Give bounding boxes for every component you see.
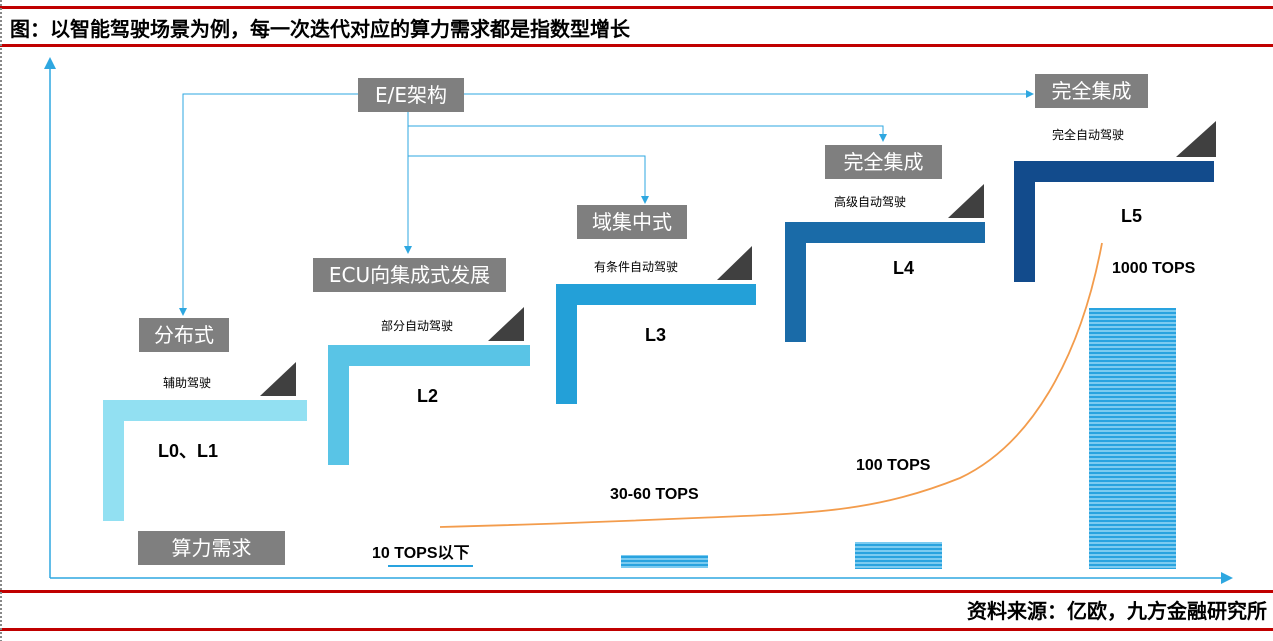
connector-full-integration-mid: [408, 125, 887, 142]
compute-growth-curve: [439, 242, 1103, 528]
bottom-rule-lower: [0, 628, 1273, 631]
step-triangle-icon: [260, 362, 296, 396]
level-label-l3: L3: [645, 325, 667, 345]
compute-value-100-tops: 100 TOPS: [856, 457, 931, 474]
level-desc-l3: 有条件自动驾驶: [594, 260, 679, 274]
step-shape: [785, 222, 985, 342]
step-l5: [1014, 121, 1216, 282]
source-note: 资料来源：亿欧，九方金融研究所: [967, 599, 1267, 623]
level-desc-l2: 部分自动驾驶: [381, 319, 454, 333]
step-triangle-icon: [488, 307, 524, 341]
step-l4: [785, 184, 985, 342]
top-rule-thin: [0, 6, 1273, 9]
compute-value-1000-tops: 1000 TOPS: [1112, 260, 1196, 277]
figure-title: 图：以智能驾驶场景为例，每一次迭代对应的算力需求都是指数型增长: [10, 17, 630, 41]
level-label-l4: L4: [893, 258, 915, 278]
stage-full-integration-box: 完全集成: [825, 145, 942, 179]
level-label-l2: L2: [417, 386, 439, 406]
connector-distributed: [179, 93, 358, 316]
step-l3: [556, 246, 756, 404]
ee-architecture-box: E/E架构: [358, 78, 464, 112]
stage-ecu-integration-box: ECU向集成式发展: [313, 258, 506, 292]
stage-distributed-box: 分布式: [139, 318, 229, 352]
step-shape: [103, 400, 307, 521]
compute-value-30-60-tops: 30-60 TOPS: [610, 486, 699, 503]
step-shape: [1014, 161, 1214, 282]
connector-domain: [408, 155, 649, 204]
level-label-l0-l1: L0、L1: [158, 441, 219, 461]
step-triangle-icon: [717, 246, 752, 280]
level-desc-l0-l1: 辅助驾驶: [163, 376, 212, 390]
level-desc-l5: 完全自动驾驶: [1052, 128, 1125, 142]
compute-bar-1000-tops: [1089, 308, 1176, 569]
step-shape: [328, 345, 530, 465]
compute-demand-box: 算力需求: [138, 531, 285, 565]
stage-full-integration-top-box: 完全集成: [1035, 74, 1148, 108]
bottom-rule-upper: [0, 590, 1273, 593]
compute-bar-100-tops: [855, 542, 942, 569]
compute-value-10-tops: 10 TOPS以下: [372, 545, 470, 562]
level-desc-l4: 高级自动驾驶: [834, 195, 907, 209]
step-l0-l1: [103, 362, 307, 521]
stage-domain-centralized-box: 域集中式: [577, 205, 687, 239]
top-rule: [0, 44, 1273, 47]
step-triangle-icon: [1176, 121, 1216, 157]
level-label-l5: L5: [1121, 206, 1143, 226]
compute-bar-30-60-tops: [621, 555, 708, 568]
step-triangle-icon: [948, 184, 984, 218]
connectors: [179, 90, 1034, 316]
step-l2: [328, 307, 530, 465]
left-dotted-border: [0, 0, 2, 641]
step-shape: [556, 284, 756, 404]
